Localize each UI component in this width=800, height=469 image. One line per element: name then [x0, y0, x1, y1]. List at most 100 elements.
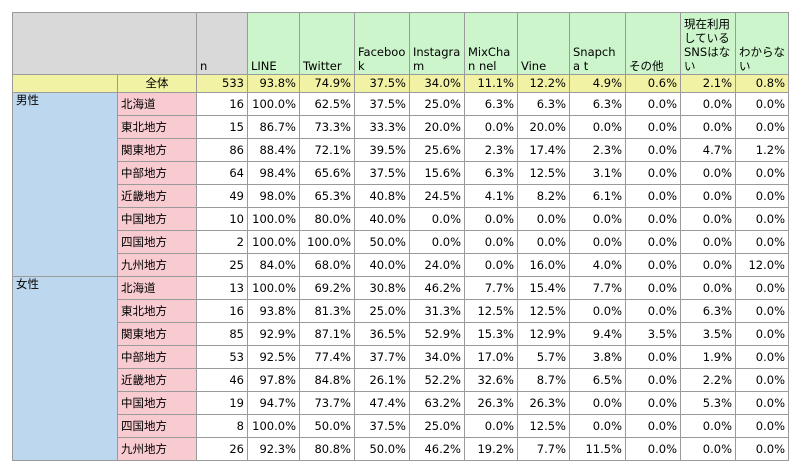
- percentage-cell: 37.5%: [354, 161, 410, 185]
- percentage-cell: 2.3%: [569, 138, 626, 162]
- percentage-cell: 92.9%: [247, 322, 300, 346]
- percentage-cell: 1.2%: [735, 138, 789, 162]
- percentage-cell: 94.7%: [247, 391, 300, 415]
- percentage-cell: 0.0%: [735, 207, 789, 231]
- percentage-cell: 80.0%: [299, 207, 355, 231]
- region-label: 中国地方: [117, 391, 197, 415]
- percentage-cell: 100.0%: [247, 414, 300, 438]
- percentage-cell: 12.9%: [517, 322, 570, 346]
- percentage-cell: 5.7%: [517, 345, 570, 369]
- total-n: 533: [196, 74, 248, 93]
- percentage-cell: 0.0%: [464, 207, 518, 231]
- table-row: 九州地方 26 92.3% 80.8% 50.0% 46.2% 19.2% 7.7% 11.5%…: [13, 437, 789, 461]
- percentage-cell: 63.2%: [409, 391, 465, 415]
- region-label: 四国地方: [117, 230, 197, 254]
- percentage-cell: 0.0%: [625, 345, 681, 369]
- sample-size-cell: 26: [196, 437, 248, 461]
- percentage-cell: 52.2%: [409, 368, 465, 392]
- percentage-cell: 6.3%: [464, 161, 518, 185]
- percentage-cell: 0.0%: [409, 230, 465, 254]
- percentage-cell: 50.0%: [354, 230, 410, 254]
- percentage-cell: 4.7%: [680, 138, 736, 162]
- percentage-cell: 73.3%: [299, 115, 355, 139]
- percentage-cell: 0.0%: [625, 414, 681, 438]
- sample-size-cell: 10: [196, 207, 248, 231]
- percentage-cell: 25.0%: [409, 414, 465, 438]
- percentage-cell: 0.0%: [625, 184, 681, 208]
- percentage-cell: 9.4%: [569, 322, 626, 346]
- percentage-cell: 40.0%: [354, 207, 410, 231]
- percentage-cell: 0.0%: [464, 230, 518, 254]
- percentage-cell: 0.0%: [735, 414, 789, 438]
- percentage-cell: 6.3%: [680, 299, 736, 323]
- percentage-cell: 31.3%: [409, 299, 465, 323]
- percentage-cell: 7.7%: [517, 437, 570, 461]
- total-value: 4.9%: [569, 74, 626, 93]
- header-mixchannel: MixChan nel: [464, 12, 518, 75]
- percentage-cell: 92.5%: [247, 345, 300, 369]
- table-row: 四国地方 2 100.0% 100.0% 50.0% 0.0% 0.0% 0.0% 0.0% 0.…: [13, 230, 789, 254]
- percentage-cell: 100.0%: [299, 230, 355, 254]
- sample-size-cell: 25: [196, 253, 248, 277]
- percentage-cell: 0.0%: [625, 207, 681, 231]
- percentage-cell: 36.5%: [354, 322, 410, 346]
- percentage-cell: 0.0%: [517, 207, 570, 231]
- percentage-cell: 0.0%: [625, 391, 681, 415]
- percentage-cell: 7.7%: [464, 276, 518, 300]
- sample-size-cell: 86: [196, 138, 248, 162]
- region-label: 中国地方: [117, 207, 197, 231]
- percentage-cell: 72.1%: [299, 138, 355, 162]
- region-label: 九州地方: [117, 437, 197, 461]
- table-row: 中国地方 19 94.7% 73.7% 47.4% 63.2% 26.3% 26.3% 0.0%…: [13, 391, 789, 415]
- sample-size-cell: 16: [196, 92, 248, 116]
- percentage-cell: 3.5%: [680, 322, 736, 346]
- percentage-cell: 0.0%: [569, 391, 626, 415]
- total-value: 93.8%: [247, 74, 300, 93]
- percentage-cell: 0.0%: [517, 230, 570, 254]
- percentage-cell: 98.4%: [247, 161, 300, 185]
- region-label: 四国地方: [117, 414, 197, 438]
- region-label: 関東地方: [117, 138, 197, 162]
- percentage-cell: 25.0%: [354, 299, 410, 323]
- total-row: 全体 533 93.8% 74.9% 37.5% 34.0% 11.1% 12.…: [12, 74, 789, 93]
- percentage-cell: 1.9%: [680, 345, 736, 369]
- percentage-cell: 0.0%: [680, 184, 736, 208]
- percentage-cell: 37.5%: [354, 92, 410, 116]
- header-facebook: Faceboo k: [354, 12, 410, 75]
- percentage-cell: 97.8%: [247, 368, 300, 392]
- percentage-cell: 26.3%: [517, 391, 570, 415]
- percentage-cell: 6.5%: [569, 368, 626, 392]
- percentage-cell: 52.9%: [409, 322, 465, 346]
- percentage-cell: 73.7%: [299, 391, 355, 415]
- percentage-cell: 0.0%: [464, 253, 518, 277]
- percentage-cell: 0.0%: [735, 92, 789, 116]
- percentage-cell: 3.5%: [625, 322, 681, 346]
- percentage-cell: 0.0%: [680, 207, 736, 231]
- percentage-cell: 0.0%: [409, 207, 465, 231]
- header-other: その他: [625, 12, 681, 75]
- percentage-cell: 0.0%: [464, 115, 518, 139]
- percentage-cell: 100.0%: [247, 276, 300, 300]
- percentage-cell: 37.7%: [354, 345, 410, 369]
- percentage-cell: 0.0%: [625, 253, 681, 277]
- percentage-cell: 0.0%: [735, 115, 789, 139]
- percentage-cell: 77.4%: [299, 345, 355, 369]
- percentage-cell: 0.0%: [680, 437, 736, 461]
- total-value: 12.2%: [517, 74, 570, 93]
- region-label: 東北地方: [117, 299, 197, 323]
- region-label: 関東地方: [117, 322, 197, 346]
- percentage-cell: 69.2%: [299, 276, 355, 300]
- sample-size-cell: 64: [196, 161, 248, 185]
- region-label: 北海道: [117, 92, 197, 116]
- percentage-cell: 15.6%: [409, 161, 465, 185]
- percentage-cell: 100.0%: [247, 230, 300, 254]
- percentage-cell: 0.0%: [735, 230, 789, 254]
- percentage-cell: 100.0%: [247, 207, 300, 231]
- percentage-cell: 84.8%: [299, 368, 355, 392]
- percentage-cell: 46.2%: [409, 437, 465, 461]
- percentage-cell: 46.2%: [409, 276, 465, 300]
- percentage-cell: 25.0%: [409, 92, 465, 116]
- percentage-cell: 17.0%: [464, 345, 518, 369]
- percentage-cell: 0.0%: [569, 299, 626, 323]
- sample-size-cell: 85: [196, 322, 248, 346]
